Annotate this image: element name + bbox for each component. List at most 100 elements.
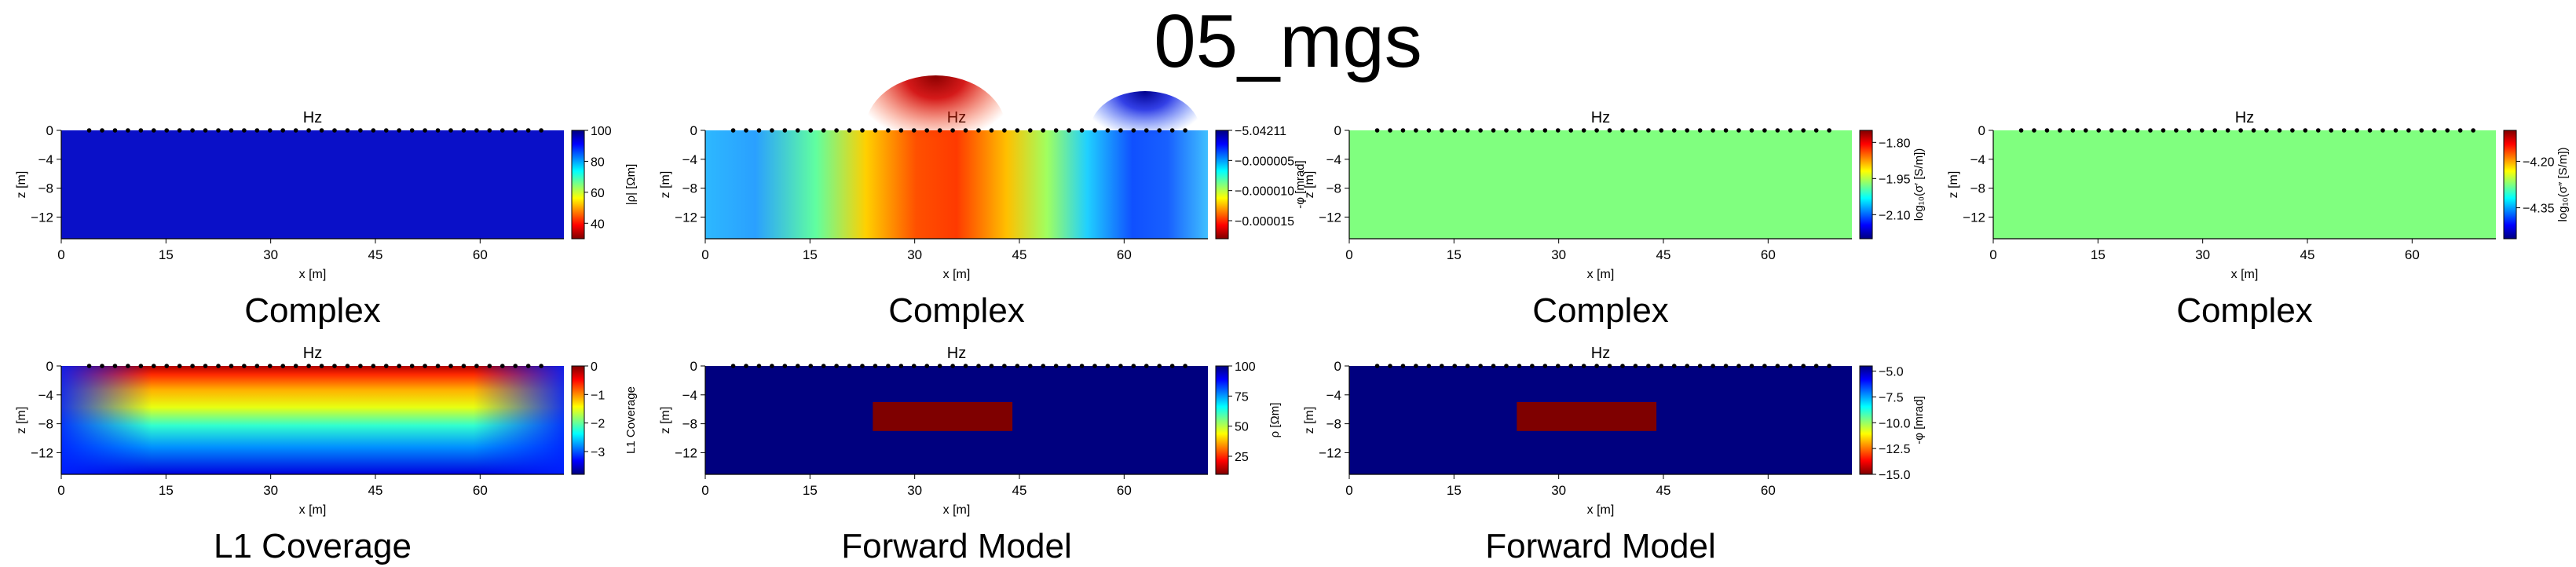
electrode-marker — [1105, 364, 1111, 368]
electrode-marker — [1504, 364, 1509, 368]
panel-caption: Complex — [2176, 291, 2313, 330]
electrode-marker — [539, 128, 543, 133]
x-tick-label: 0 — [701, 483, 708, 498]
panel-title: Hz — [1591, 109, 1610, 126]
electrode-marker — [821, 128, 826, 133]
x-tick-label: 45 — [368, 247, 383, 262]
chart-panel: Hz 0 15 30 45 60 x [m] 0 −4 −8 −12z [m] 0 −1 −2 −3 L1 C… — [15, 345, 638, 565]
colorbar-label: log₁₀(σ″ [S/m]) — [2556, 147, 2570, 221]
electrode-marker — [1092, 364, 1097, 368]
y-tick-label: −8 — [682, 181, 697, 196]
electrode-marker — [1697, 364, 1703, 368]
electrode-marker — [1092, 128, 1097, 133]
electrode-marker — [886, 364, 891, 368]
electrode-marker — [2225, 128, 2230, 133]
electrode-marker — [1400, 364, 1406, 368]
electrode-marker — [2341, 128, 2347, 133]
panel-caption: L1 Coverage — [214, 527, 412, 565]
x-tick-label: 15 — [803, 247, 818, 262]
panel-title: Hz — [947, 345, 966, 362]
electrode-marker — [138, 364, 144, 368]
electrode-marker — [911, 128, 917, 133]
x-tick-label: 0 — [1989, 247, 1996, 262]
electrode-marker — [1787, 128, 1793, 133]
colorbar-label: log₁₀(σ′ [S/m]) — [1912, 148, 1926, 221]
panel-caption: Complex — [1532, 291, 1669, 330]
colorbar-tick-label: −0.000010 — [1235, 185, 1294, 199]
electrode-marker — [963, 364, 968, 368]
electrode-marker — [409, 128, 415, 133]
electrode-marker — [1620, 128, 1625, 133]
colorbar-tick-label: −1.95 — [1879, 173, 1911, 186]
electrode-marker — [487, 364, 492, 368]
electrode-marker — [190, 128, 195, 133]
electrode-marker — [1169, 128, 1175, 133]
electrode-marker — [332, 364, 337, 368]
electrode-marker — [924, 364, 930, 368]
electrode-marker — [100, 128, 104, 133]
electrode-marker — [1426, 364, 1432, 368]
x-axis-label: x [m] — [2231, 268, 2259, 281]
electrode-marker — [1465, 364, 1470, 368]
electrode-marker — [860, 364, 865, 368]
electrode-marker — [2186, 128, 2192, 133]
electrode-marker — [1157, 128, 1162, 133]
electrode-marker — [1053, 364, 1059, 368]
electrode-marker — [1079, 364, 1085, 368]
x-axis-label: x [m] — [943, 268, 971, 281]
electrode-marker — [2406, 128, 2411, 133]
electrode-marker — [1813, 128, 1819, 133]
electrode-marker — [293, 128, 298, 133]
x-tick-label: 0 — [57, 247, 64, 262]
y-tick-label: −12 — [1319, 445, 1341, 460]
panel-title: Hz — [303, 109, 322, 126]
electrode-marker — [1581, 128, 1586, 133]
y-tick-label: −8 — [1970, 181, 1985, 196]
electrode-marker — [1646, 364, 1651, 368]
colorbar-tick-label: −4.35 — [2523, 203, 2555, 216]
electrode-marker — [950, 128, 955, 133]
electrode-marker — [126, 128, 130, 133]
electrode-marker — [2032, 128, 2036, 133]
colorbar-tick-label: 80 — [591, 155, 605, 169]
electrode-marker — [886, 128, 891, 133]
x-tick-label: 45 — [1656, 483, 1671, 498]
colorbar-tick-label: 60 — [591, 187, 605, 200]
x-tick-label: 0 — [1345, 483, 1352, 498]
electrode-marker — [1118, 364, 1123, 368]
electrode-marker — [525, 364, 531, 368]
electrode-marker — [1143, 364, 1149, 368]
x-tick-label: 0 — [57, 483, 64, 498]
electrode-marker — [254, 364, 260, 368]
electrode-marker — [834, 128, 839, 133]
electrode-marker — [267, 364, 273, 368]
electrode-marker — [744, 128, 748, 133]
electrode-marker — [808, 128, 814, 133]
electrode-marker — [2174, 128, 2179, 133]
electrode-marker — [2044, 128, 2050, 133]
electrode-marker — [448, 128, 453, 133]
x-tick-label: 30 — [907, 247, 922, 262]
electrode-marker — [1374, 364, 1380, 368]
electrode-marker — [898, 364, 904, 368]
x-tick-label: 30 — [2195, 247, 2210, 262]
electrode-marker — [2212, 128, 2218, 133]
electrode-marker — [1478, 364, 1483, 368]
y-tick-label: −4 — [682, 152, 697, 167]
electrode-marker — [860, 128, 865, 133]
electrode-marker — [1568, 128, 1574, 133]
chart-panel: Hz 0 15 30 45 60 x [m] 0 −4 −8 −12z [m] 100 75 50 25 ρ … — [659, 345, 1282, 565]
electrode-marker — [1067, 128, 1071, 133]
y-axis-label: z [m] — [15, 171, 28, 199]
electrode-marker — [2070, 128, 2076, 133]
y-tick-label: −8 — [1326, 181, 1341, 196]
electrode-marker — [499, 128, 505, 133]
electrode-marker — [1504, 128, 1509, 133]
y-tick-label: −12 — [675, 445, 697, 460]
x-axis-label: x [m] — [1587, 268, 1615, 281]
electrode-marker — [2109, 128, 2114, 133]
y-tick-label: −4 — [38, 152, 53, 167]
electrode-marker — [358, 128, 363, 133]
